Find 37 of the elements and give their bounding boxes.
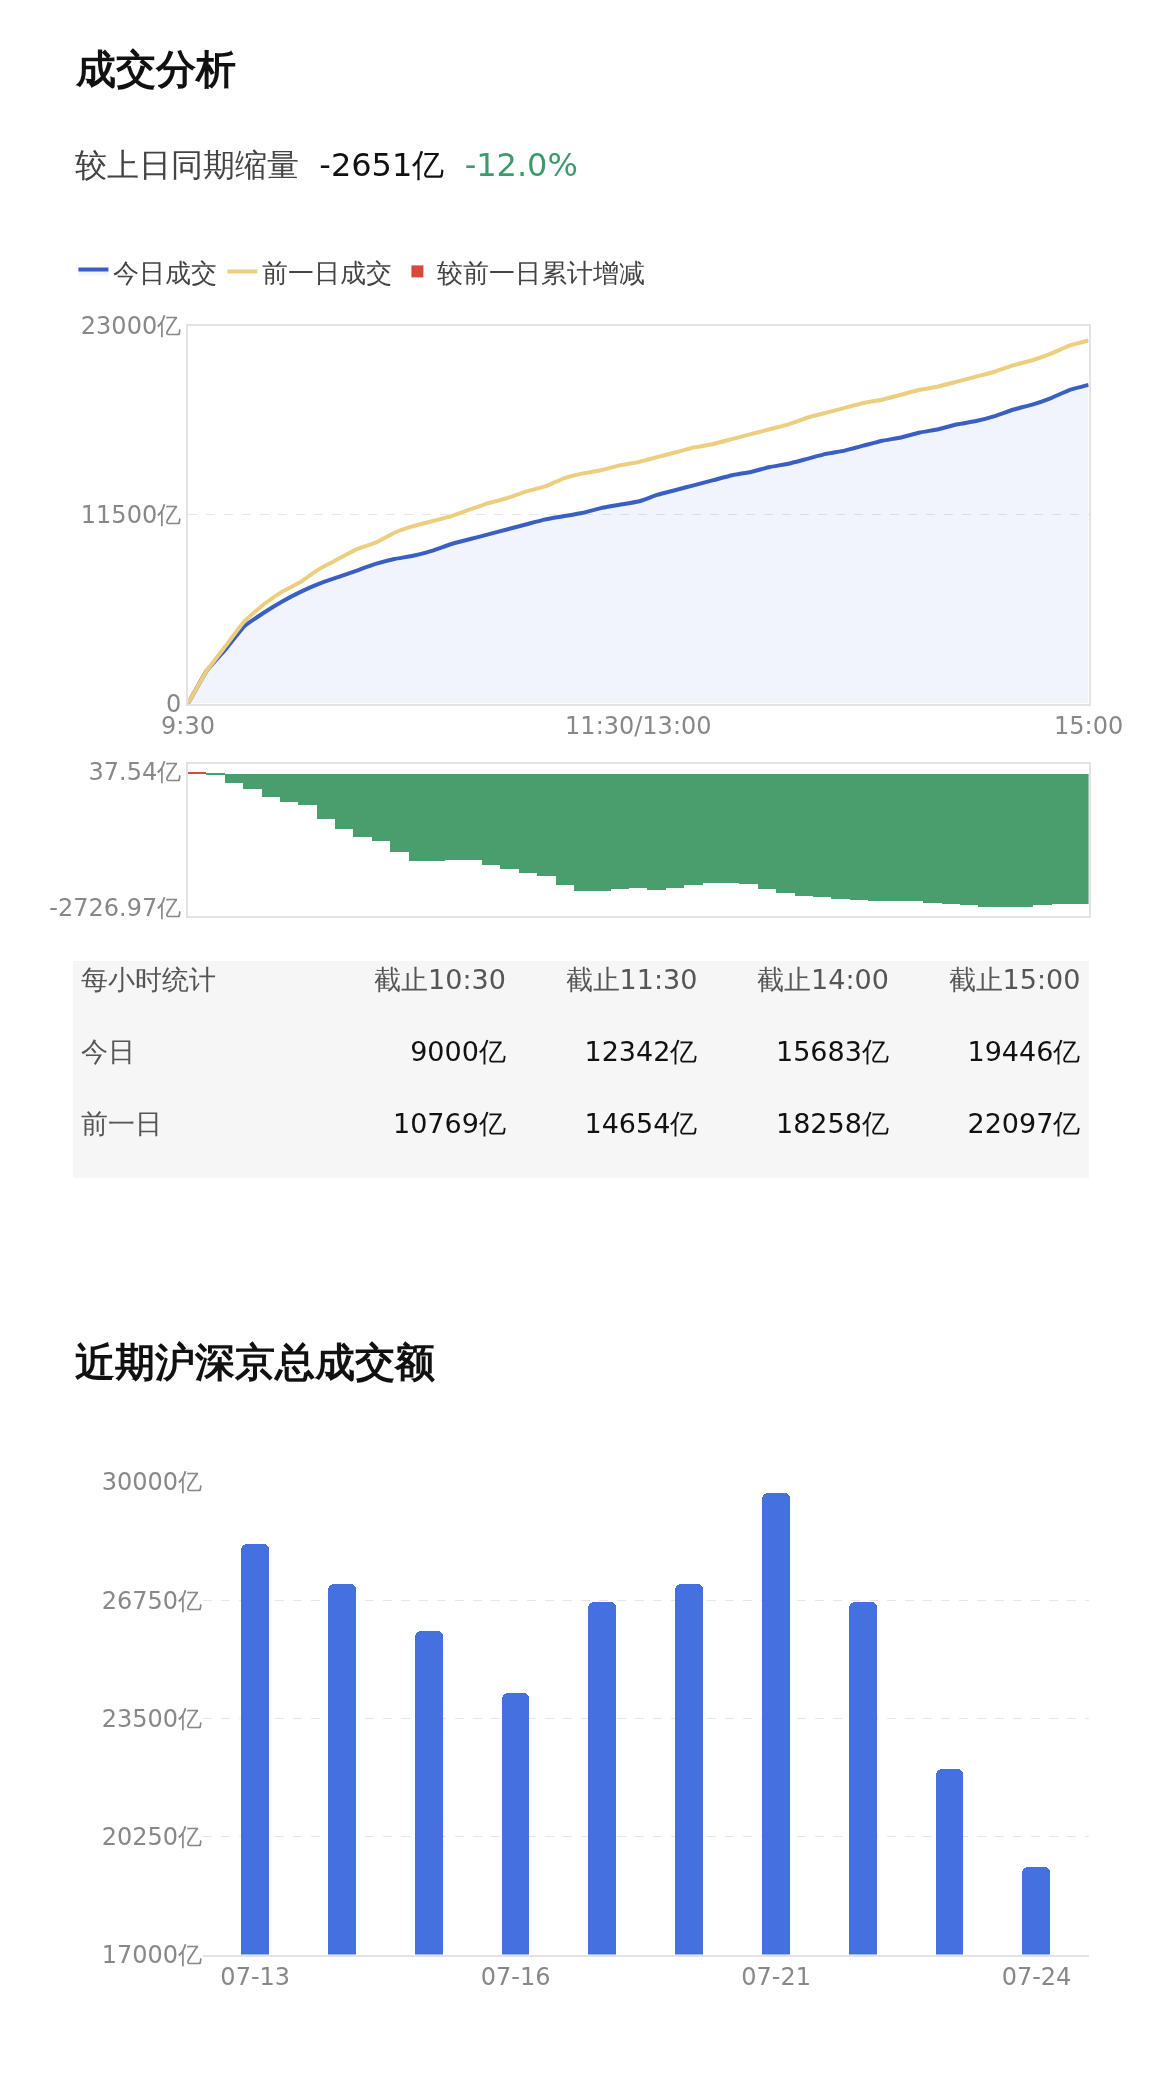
data-label: 10769亿	[392, 1108, 506, 1140]
x-tick-label: 07-13	[220, 1963, 291, 1992]
y-tick-label: -2726.97亿	[49, 893, 182, 922]
data-label: 9000亿	[410, 1036, 506, 1068]
x-tick-label: 07-24	[1001, 1963, 1072, 1992]
data-label: 15683亿	[775, 1036, 889, 1068]
chart-title: 近期沪深京总成交额	[75, 1339, 435, 1385]
data-label: 22097亿	[967, 1108, 1081, 1140]
legend-label: 较前一日累计增减	[437, 257, 646, 288]
y-tick-label: 26750亿	[101, 1586, 203, 1615]
x-tick-label: 9:30	[161, 712, 215, 741]
chart-subtitle: 较上日同期缩量 -2651亿 -12.0%	[75, 146, 578, 184]
y-tick-label: 30000亿	[101, 1468, 203, 1497]
y-tick-label: 17000亿	[101, 1940, 203, 1969]
text: 今日	[81, 1036, 136, 1068]
data-label: 14654亿	[584, 1108, 698, 1140]
chart-title: 成交分析	[75, 46, 236, 92]
y-tick-label: 37.54亿	[88, 758, 182, 787]
text: 前一日	[81, 1108, 163, 1140]
x-tick-label: 07-21	[741, 1963, 811, 1992]
x-tick-label: 11:30/13:00	[565, 712, 712, 741]
category-label: 截止11:30	[565, 964, 698, 996]
data-label: 12342亿	[584, 1036, 698, 1068]
legend-label: 前一日成交	[262, 257, 393, 288]
legend-label: 今日成交	[113, 257, 218, 288]
y-tick-label: 20250亿	[101, 1822, 203, 1851]
y-tick-label: 23500亿	[101, 1704, 203, 1733]
category-label: 截止15:00	[948, 964, 1081, 996]
x-tick-label: 07-16	[480, 1963, 551, 1992]
data-label: 18258亿	[775, 1108, 889, 1140]
category-label: 截止10:30	[374, 964, 506, 996]
y-tick-label: 23000亿	[80, 312, 182, 341]
x-tick-label: 15:00	[1054, 712, 1124, 741]
data-label: 19446亿	[967, 1036, 1081, 1068]
text: 每小时统计	[81, 964, 217, 996]
y-tick-label: 11500亿	[80, 501, 182, 530]
category-label: 截止14:00	[757, 964, 889, 996]
